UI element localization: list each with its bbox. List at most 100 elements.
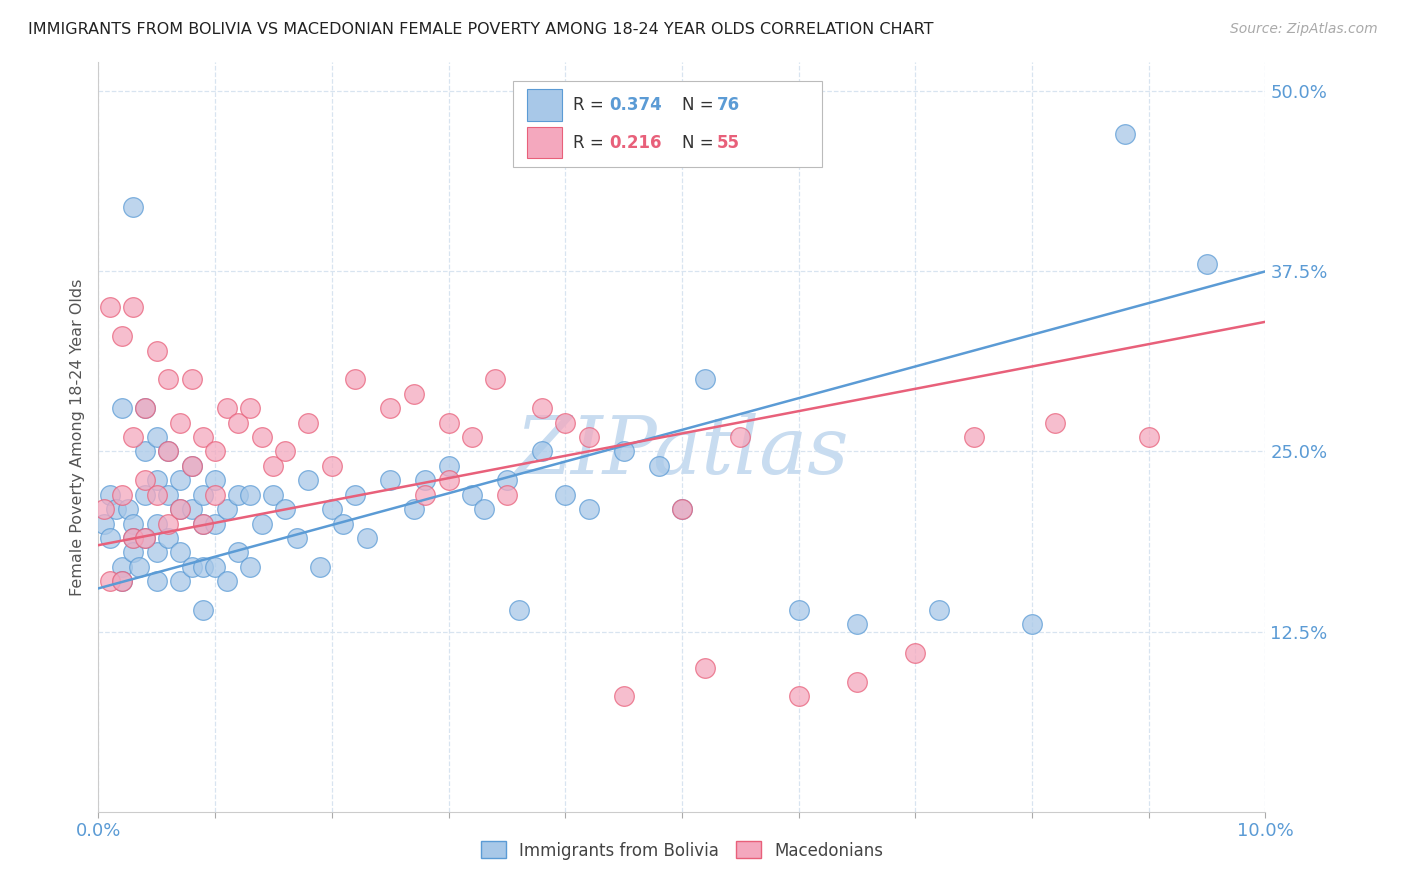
Point [508, 603, 530, 617]
Point [228, 545, 250, 559]
Point [169, 416, 191, 430]
Point [146, 430, 169, 444]
Point [111, 401, 134, 416]
Point [496, 473, 519, 487]
Point [146, 473, 169, 487]
Point [578, 502, 600, 516]
Text: 55: 55 [717, 134, 740, 152]
Point [437, 473, 460, 487]
Point [134, 401, 156, 416]
Point [117, 502, 139, 516]
Point [128, 559, 150, 574]
Point [180, 559, 202, 574]
Point [344, 372, 367, 386]
Point [437, 416, 460, 430]
Legend: Immigrants from Bolivia, Macedonians: Immigrants from Bolivia, Macedonians [481, 841, 883, 860]
Point [578, 430, 600, 444]
Point [1114, 128, 1136, 142]
Point [612, 690, 634, 704]
Point [193, 516, 215, 531]
Point [122, 301, 145, 315]
Point [274, 502, 297, 516]
Point [157, 444, 180, 458]
Point [169, 502, 191, 516]
Point [262, 488, 284, 502]
Point [554, 488, 576, 502]
Point [169, 545, 191, 559]
Point [98, 488, 121, 502]
Point [204, 516, 226, 531]
Point [250, 430, 273, 444]
Point [787, 690, 810, 704]
FancyBboxPatch shape [513, 81, 823, 168]
Point [413, 488, 436, 502]
Point [157, 488, 180, 502]
Point [321, 502, 343, 516]
Point [93, 502, 115, 516]
Point [472, 502, 495, 516]
Y-axis label: Female Poverty Among 18-24 Year Olds: Female Poverty Among 18-24 Year Olds [69, 278, 84, 596]
Point [122, 430, 145, 444]
Point [122, 531, 145, 545]
Point [169, 574, 191, 589]
Point [1021, 617, 1043, 632]
Point [730, 430, 752, 444]
Point [98, 301, 121, 315]
Point [180, 372, 202, 386]
Text: ZIPatlas: ZIPatlas [515, 413, 849, 491]
Point [146, 574, 169, 589]
Text: 76: 76 [717, 96, 740, 114]
Point [157, 444, 180, 458]
Point [274, 444, 297, 458]
Point [496, 488, 519, 502]
Point [846, 617, 869, 632]
Point [134, 473, 156, 487]
Point [157, 531, 180, 545]
Point [134, 488, 156, 502]
Point [146, 516, 169, 531]
Point [111, 574, 134, 589]
Point [134, 401, 156, 416]
Point [962, 430, 984, 444]
Point [146, 488, 169, 502]
Text: 0.216: 0.216 [610, 134, 662, 152]
Point [104, 502, 127, 516]
Point [134, 531, 156, 545]
Point [297, 473, 319, 487]
Point [193, 516, 215, 531]
Point [671, 502, 693, 516]
Point [484, 372, 506, 386]
Point [193, 430, 215, 444]
Text: N =: N = [682, 96, 718, 114]
Point [297, 416, 319, 430]
Point [146, 545, 169, 559]
Point [262, 458, 284, 473]
Point [93, 516, 115, 531]
Point [250, 516, 273, 531]
Point [204, 444, 226, 458]
Point [1137, 430, 1160, 444]
Point [285, 531, 308, 545]
Point [402, 502, 425, 516]
Point [204, 473, 226, 487]
Point [204, 559, 226, 574]
Point [612, 444, 634, 458]
Point [695, 372, 717, 386]
Point [215, 401, 238, 416]
Point [146, 343, 169, 358]
Point [215, 502, 238, 516]
Point [157, 372, 180, 386]
Point [380, 473, 402, 487]
Point [239, 401, 262, 416]
Point [122, 200, 145, 214]
Point [239, 488, 262, 502]
Point [122, 516, 145, 531]
Point [461, 430, 484, 444]
Point [671, 502, 693, 516]
Point [122, 531, 145, 545]
Point [554, 416, 576, 430]
Point [111, 559, 134, 574]
Point [413, 473, 436, 487]
Point [846, 675, 869, 690]
Point [321, 458, 343, 473]
